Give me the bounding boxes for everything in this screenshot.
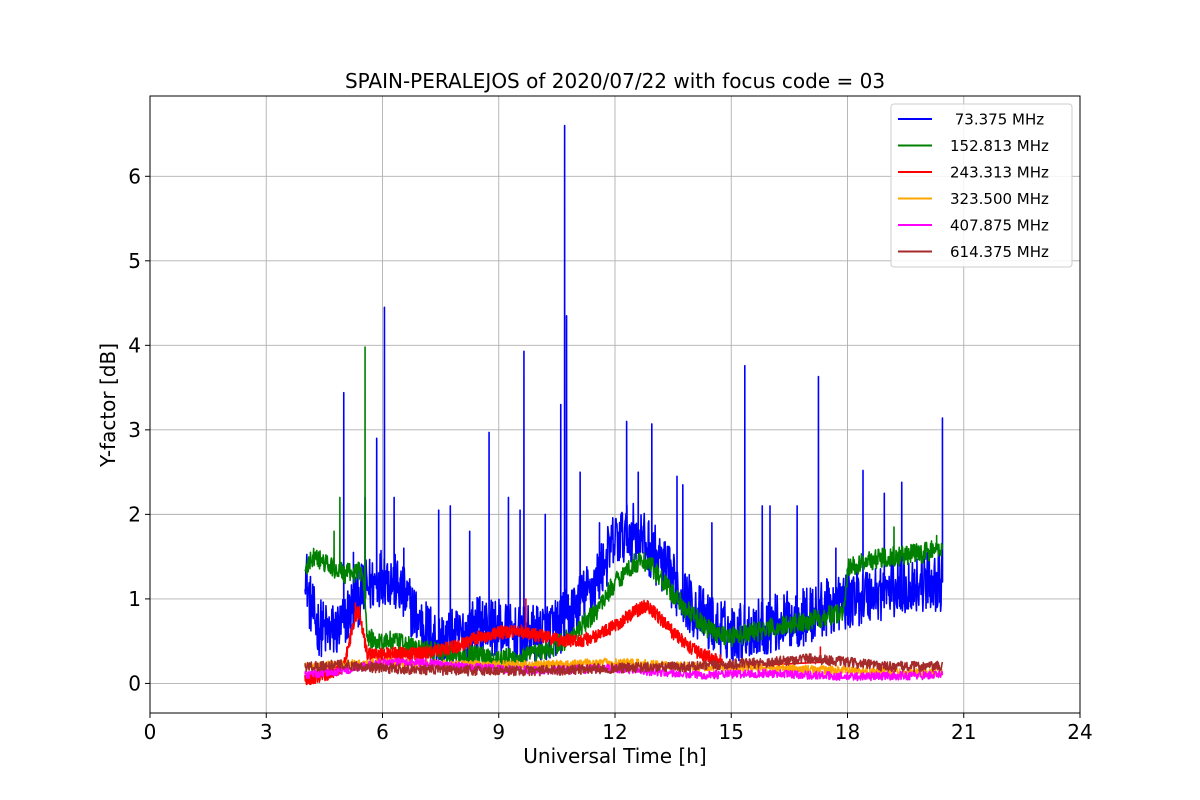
legend-label-4: 407.875 MHz [950, 217, 1049, 235]
x-tick-label: 3 [260, 720, 273, 744]
legend-label-0: 73.375 MHz [950, 111, 1044, 129]
x-tick-label: 18 [835, 720, 860, 744]
x-tick-label: 24 [1067, 720, 1092, 744]
chart-title: SPAIN-PERALEJOS of 2020/07/22 with focus… [345, 69, 885, 93]
legend-label-5: 614.375 MHz [950, 243, 1049, 261]
x-tick-label: 0 [144, 720, 157, 744]
x-tick-label: 21 [951, 720, 976, 744]
series-line-2 [304, 598, 822, 686]
y-tick-label: 4 [128, 333, 141, 357]
y-tick-label: 1 [128, 587, 141, 611]
legend: 73.375 MHz 152.813 MHz 243.313 MHz 323.500 … [890, 103, 1073, 268]
y-tick-label: 5 [128, 249, 141, 273]
series-line-5 [304, 653, 944, 677]
x-tick-label: 15 [719, 720, 744, 744]
y-tick-label: 2 [128, 502, 141, 526]
legend-label-1: 152.813 MHz [950, 137, 1049, 155]
y-tick-label: 0 [128, 671, 141, 695]
legend-box [890, 103, 1073, 268]
x-tick-label: 12 [602, 720, 627, 744]
x-tick-label: 9 [492, 720, 505, 744]
y-tick-label: 6 [128, 164, 141, 188]
series-layer [304, 124, 944, 686]
x-axis-ticks: 0 3 6 9 12 15 18 21 24 [144, 713, 1093, 744]
series-line-0 [304, 124, 944, 668]
y-tick-label: 3 [128, 418, 141, 442]
y-axis-label: Y-factor [dB] [96, 343, 120, 468]
x-axis-label: Universal Time [h] [523, 744, 706, 768]
legend-label-2: 243.313 MHz [950, 164, 1049, 182]
legend-label-3: 323.500 MHz [950, 190, 1049, 208]
x-tick-label: 6 [376, 720, 389, 744]
y-axis-ticks: 0 1 2 3 4 5 6 [128, 164, 150, 695]
